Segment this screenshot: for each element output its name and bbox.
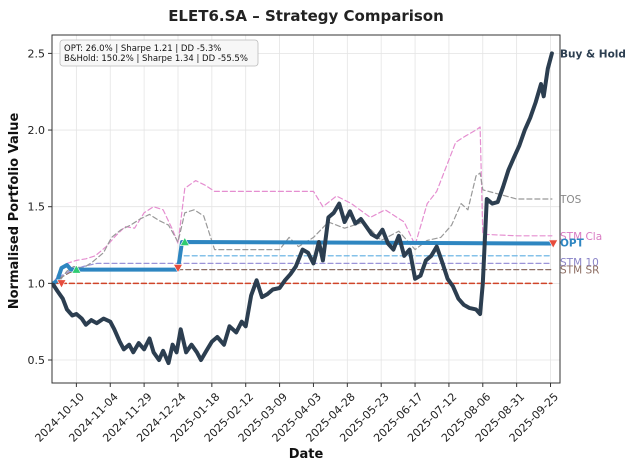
y-axis-label: Normalised Portfolio Value bbox=[7, 113, 22, 310]
trade-markers bbox=[56, 236, 559, 289]
y-tick-label: 0.5 bbox=[28, 354, 46, 367]
series-lines bbox=[51, 51, 554, 366]
stats-box-background bbox=[59, 39, 259, 67]
grid-lines bbox=[52, 35, 560, 383]
buy-marker bbox=[71, 264, 82, 274]
plot-area-frame bbox=[51, 34, 561, 384]
y-tick-label: 2.0 bbox=[28, 124, 46, 137]
buy-marker bbox=[179, 236, 190, 246]
sell-marker bbox=[56, 279, 67, 289]
series-line-stm-sr bbox=[52, 269, 553, 284]
series-line-stm-10 bbox=[52, 262, 553, 284]
end-label: STM SR bbox=[560, 265, 599, 277]
sell-marker bbox=[172, 264, 184, 274]
y-tick-label: 2.5 bbox=[28, 47, 46, 60]
end-label: TOS bbox=[559, 194, 582, 206]
end-label: STM Cla bbox=[560, 231, 602, 243]
axis-ticks: 0.51.01.52.02.52024-10-102024-11-042024-… bbox=[28, 47, 562, 444]
sell-marker bbox=[548, 239, 559, 249]
stats-line-opt: OPT: 26.0% | Sharpe 1.21 | DD -5.3% bbox=[64, 44, 221, 54]
y-tick-label: 1.0 bbox=[28, 277, 46, 290]
series-line-tos bbox=[52, 172, 553, 284]
stats-line-buyhold: B&Hold: 150.2% | Sharpe 1.34 | DD -55.5% bbox=[64, 54, 248, 64]
series-line-series-6 bbox=[177, 255, 553, 269]
end-label: OPT bbox=[560, 238, 585, 250]
end-label: STM 10 bbox=[560, 257, 599, 269]
series-line-buy-hold bbox=[51, 51, 554, 366]
chart-title: ELET6.SA – Strategy Comparison bbox=[168, 7, 444, 25]
stats-box: OPT: 26.0% | Sharpe 1.21 | DD -5.3% B&Ho… bbox=[59, 39, 259, 67]
series-line-stm-cla bbox=[52, 126, 553, 284]
series-line-opt bbox=[51, 240, 554, 286]
x-axis-label: Date bbox=[289, 447, 324, 462]
y-tick-label: 1.5 bbox=[28, 201, 46, 214]
end-label: Buy & Hold bbox=[560, 48, 626, 60]
